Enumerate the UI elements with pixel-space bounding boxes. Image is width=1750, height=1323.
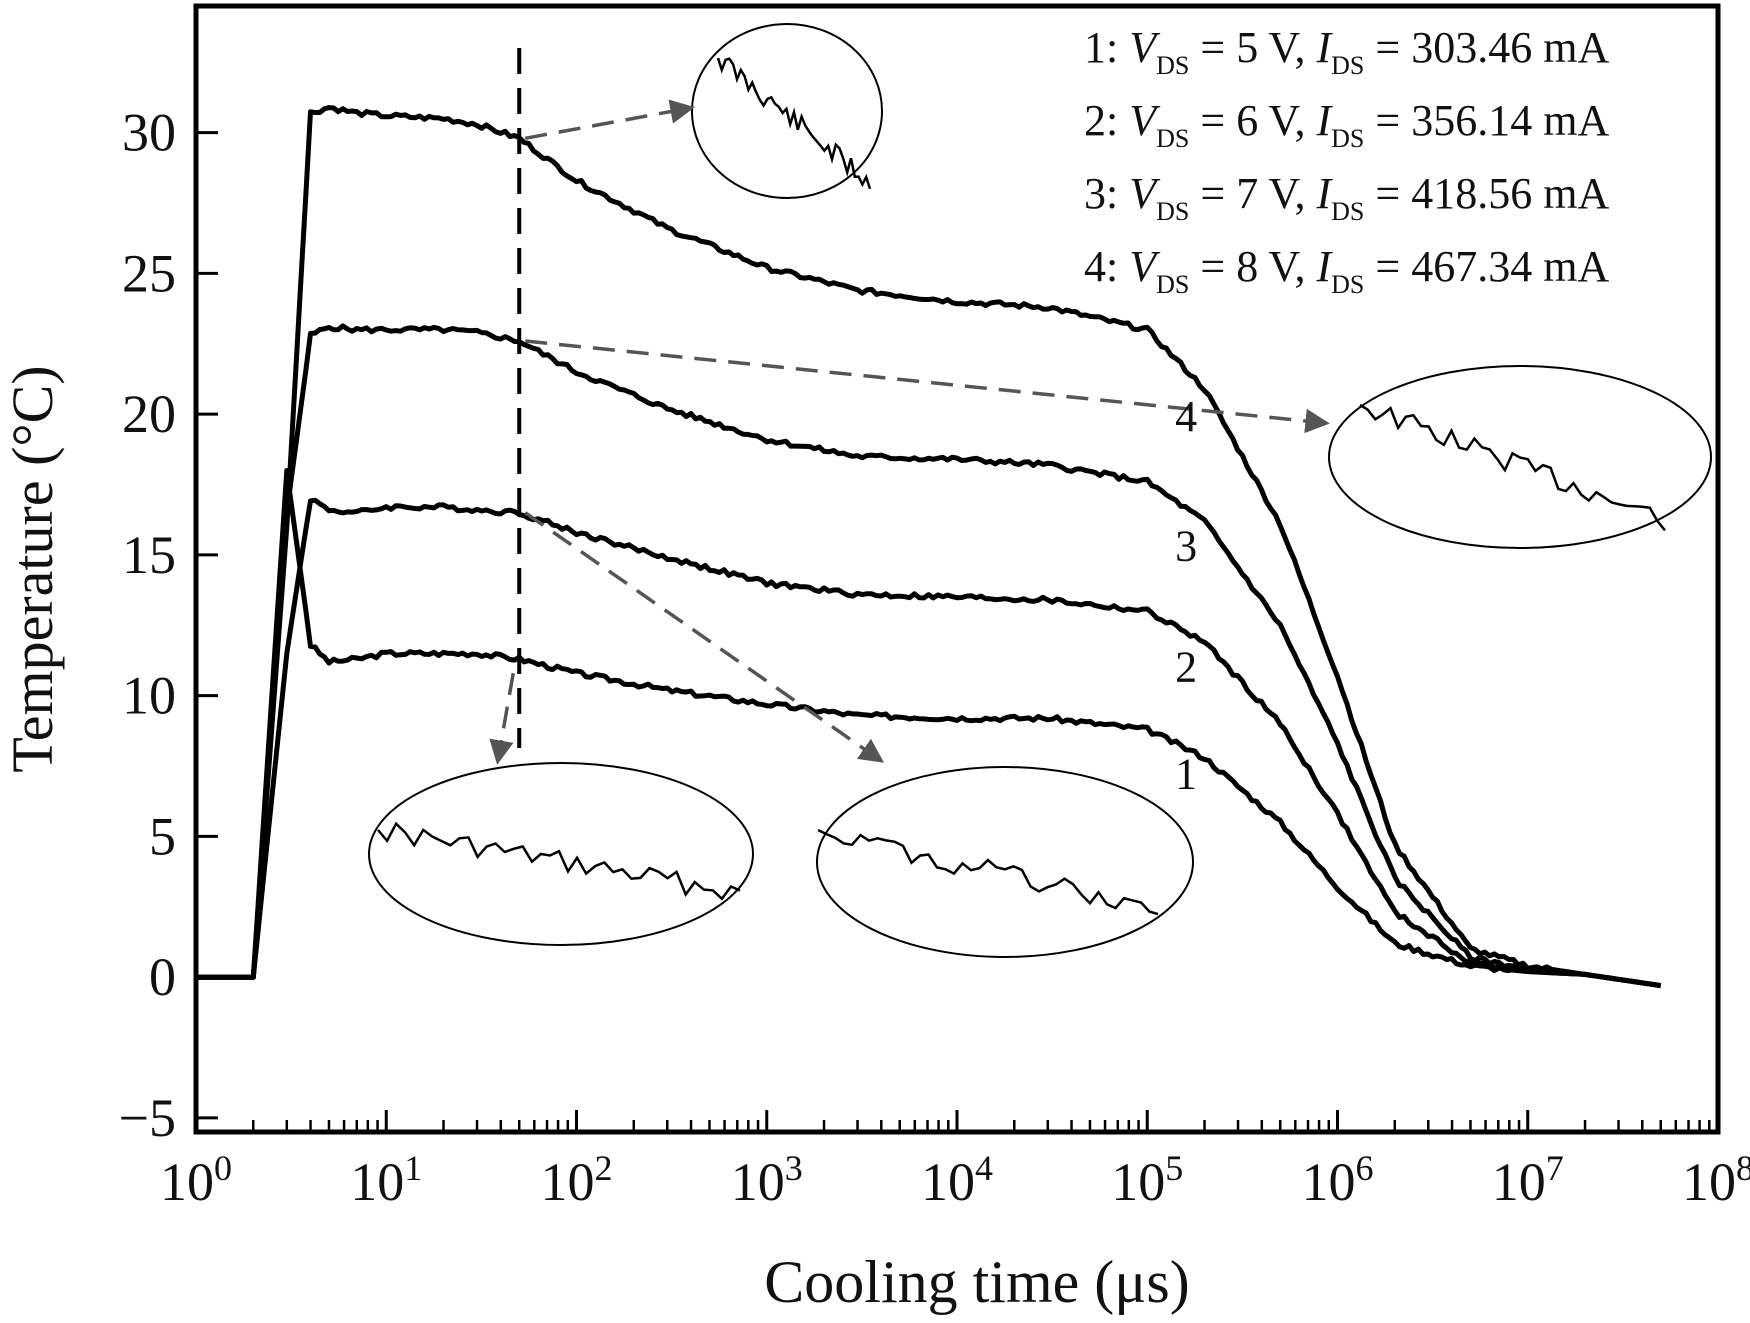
curve-label-2: 2 [1175,643,1197,692]
y-tick-label: 25 [122,243,176,303]
y-tick-label: −5 [119,1088,176,1148]
inset-trace [716,57,872,190]
arrow-to-inset-1 [489,672,515,765]
y-tick-label: 5 [149,806,176,866]
legend-entry-2: 2: VDS = 6 V, IDS = 356.14 mA [1084,96,1609,153]
inset-series-1 [368,762,754,946]
inset-ellipse [816,766,1194,958]
inset-series-2 [816,766,1194,958]
plot-frame [193,3,1721,1135]
x-tick-label: 105 [1111,1148,1183,1212]
x-tick-label: 104 [921,1148,993,1212]
arrow-to-inset-4 [524,99,695,141]
y-axis-label: Temperature (°C) [0,365,65,772]
series-1-line [196,468,1662,989]
series-group [196,105,1662,989]
y-tick-label: 10 [122,666,176,726]
inset-ellipse [368,762,754,946]
y-tick-label: 30 [122,103,176,163]
y-tick-label: 20 [122,384,176,444]
x-tick-label: 102 [541,1148,613,1212]
curve-label-1: 1 [1175,750,1197,799]
x-axis-label: Cooling time (μs) [764,1249,1189,1315]
x-tick-label: 103 [731,1148,803,1212]
inset-series-3 [1328,365,1712,549]
series-3-line [196,323,1662,989]
x-tick-label: 100 [160,1148,232,1212]
y-tick-label: 0 [149,947,176,1007]
x-tick-label: 108 [1682,1148,1750,1212]
curve-label-3: 3 [1175,522,1197,571]
inset-trace [1359,403,1666,532]
inset-ellipse [1328,365,1712,549]
annotations [368,23,1712,958]
y-tick-label: 15 [122,525,176,585]
x-tick-label: 101 [350,1148,422,1212]
series-2-line [196,497,1662,989]
legend-entry-3: 3: VDS = 7 V, IDS = 418.56 mA [1084,169,1609,226]
legend-entry-4: 4: VDS = 8 V, IDS = 467.34 mA [1084,242,1609,299]
inset-trace [817,828,1159,916]
curve-label-4: 4 [1175,392,1197,441]
legend-entry-1: 1: VDS = 5 V, IDS = 303.46 mA [1084,23,1609,80]
text-group: 100 101 102 103 104 105 106 107 108302520151050−… [0,23,1750,1315]
inset-trace [377,821,741,901]
series-4-line [196,105,1662,989]
x-tick-label: 106 [1302,1148,1374,1212]
arrow-to-inset-2 [524,511,885,763]
x-tick-label: 107 [1492,1148,1564,1212]
